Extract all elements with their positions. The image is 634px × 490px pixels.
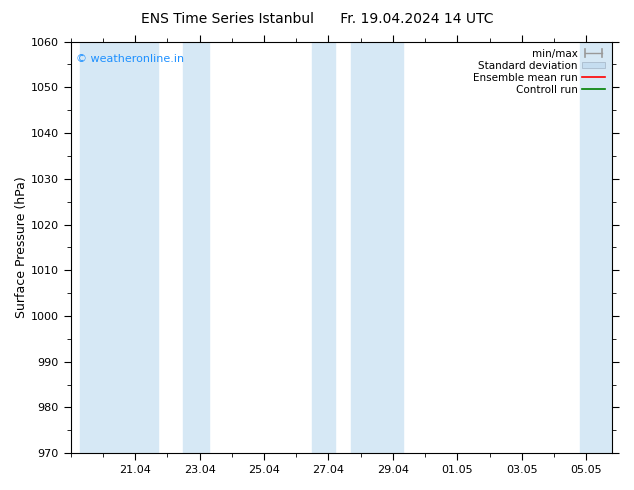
Text: ENS Time Series Istanbul      Fr. 19.04.2024 14 UTC: ENS Time Series Istanbul Fr. 19.04.2024 … xyxy=(141,12,493,26)
Bar xyxy=(81,42,158,453)
Bar xyxy=(351,42,403,453)
Bar xyxy=(183,42,209,453)
Text: © weatheronline.in: © weatheronline.in xyxy=(76,54,184,64)
Bar xyxy=(313,42,335,453)
Bar xyxy=(580,42,612,453)
Y-axis label: Surface Pressure (hPa): Surface Pressure (hPa) xyxy=(15,176,28,318)
Legend: min/max, Standard deviation, Ensemble mean run, Controll run: min/max, Standard deviation, Ensemble me… xyxy=(471,47,607,97)
